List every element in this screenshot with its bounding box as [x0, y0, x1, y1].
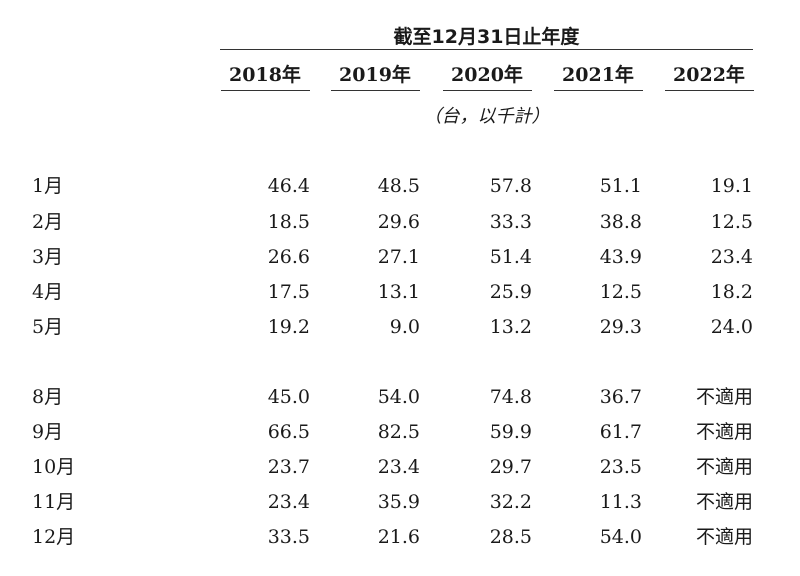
table-cell: 51.1 [599, 175, 642, 197]
table-cell: 57.8 [489, 175, 532, 197]
table-cell: 33.5 [267, 526, 310, 548]
table-row: 9月 66.5 82.5 59.9 61.7 不適用 [0, 418, 800, 446]
month-label: 10月 [32, 456, 76, 478]
table-cell: 23.4 [710, 246, 753, 268]
table-cell: 38.8 [599, 211, 642, 233]
table-cell: 66.5 [267, 421, 310, 443]
table-row: 11月 23.4 35.9 32.2 11.3 不適用 [0, 488, 800, 516]
table-row: 3月 26.6 27.1 51.4 43.9 23.4 [0, 243, 800, 271]
table-row: 8月 45.0 54.0 74.8 36.7 不適用 [0, 383, 800, 411]
month-label: 9月 [32, 421, 64, 443]
table-header-title: 截至12月31日止年度 [393, 26, 580, 48]
table-row: 10月 23.7 23.4 29.7 23.5 不適用 [0, 453, 800, 481]
table-cell: 19.1 [710, 175, 753, 197]
table-cell: 17.5 [267, 281, 310, 303]
table-cell: 不適用 [695, 456, 753, 478]
table-cell: 24.0 [710, 316, 753, 338]
table-cell: 18.5 [267, 211, 310, 233]
month-label: 2月 [32, 211, 64, 233]
table-cell: 46.4 [267, 175, 310, 197]
table-cell: 61.7 [599, 421, 642, 443]
table-row: 2月 18.5 29.6 33.3 38.8 12.5 [0, 208, 800, 236]
table-cell: 23.4 [377, 456, 420, 478]
table-row: 1月 46.4 48.5 57.8 51.1 19.1 [0, 172, 800, 200]
month-label: 12月 [32, 526, 76, 548]
table-cell: 29.7 [489, 456, 532, 478]
year-header: 2019年 [339, 64, 411, 86]
table-cell: 27.1 [377, 246, 420, 268]
table-cell: 33.3 [489, 211, 532, 233]
table-cell: 54.0 [377, 386, 420, 408]
table-cell: 13.1 [377, 281, 420, 303]
table-cell: 不適用 [695, 421, 753, 443]
unit-note: （台，以千計） [423, 106, 550, 127]
month-label: 11月 [32, 491, 76, 513]
table-cell: 43.9 [599, 246, 642, 268]
table-cell: 26.6 [267, 246, 310, 268]
table-cell: 23.4 [267, 491, 310, 513]
header-divider [220, 49, 753, 50]
month-label: 8月 [32, 386, 64, 408]
table-cell: 25.9 [489, 281, 532, 303]
month-label: 4月 [32, 281, 64, 303]
month-label: 3月 [32, 246, 64, 268]
watermark-logo [690, 520, 780, 550]
table-row: 12月 33.5 21.6 28.5 54.0 不適用 [0, 523, 800, 551]
table-cell: 12.5 [710, 211, 753, 233]
table-cell: 不適用 [695, 491, 753, 513]
table-cell: 18.2 [710, 281, 753, 303]
year-underline [442, 90, 532, 91]
year-header: 2022年 [673, 64, 745, 86]
table-cell: 13.2 [489, 316, 532, 338]
table-cell: 9.0 [389, 316, 420, 338]
table-cell: 74.8 [489, 386, 532, 408]
table-cell: 29.6 [377, 211, 420, 233]
month-label: 5月 [32, 316, 64, 338]
table-cell: 23.5 [599, 456, 642, 478]
year-header: 2021年 [562, 64, 634, 86]
table-cell: 59.9 [489, 421, 532, 443]
year-underline [553, 90, 643, 91]
table-cell: 不適用 [695, 386, 753, 408]
table-cell: 36.7 [599, 386, 642, 408]
table-row: 4月 17.5 13.1 25.9 12.5 18.2 [0, 278, 800, 306]
year-underline [220, 90, 310, 91]
table-cell: 48.5 [377, 175, 420, 197]
month-label: 1月 [32, 175, 64, 197]
table-cell: 35.9 [377, 491, 420, 513]
table-cell: 不適用 [695, 526, 753, 548]
year-underline [330, 90, 420, 91]
table-cell: 19.2 [267, 316, 310, 338]
table-cell: 11.3 [599, 491, 642, 513]
table-row: 5月 19.2 9.0 13.2 29.3 24.0 [0, 313, 800, 341]
table-cell: 82.5 [377, 421, 420, 443]
table-cell: 29.3 [599, 316, 642, 338]
table-cell: 51.4 [489, 246, 532, 268]
table-cell: 54.0 [599, 526, 642, 548]
year-underline [664, 90, 754, 91]
table-cell: 32.2 [489, 491, 532, 513]
year-header: 2018年 [229, 64, 301, 86]
table-cell: 21.6 [377, 526, 420, 548]
table-cell: 12.5 [599, 281, 642, 303]
table-cell: 45.0 [267, 386, 310, 408]
year-header: 2020年 [451, 64, 523, 86]
table-cell: 23.7 [267, 456, 310, 478]
table-cell: 28.5 [489, 526, 532, 548]
